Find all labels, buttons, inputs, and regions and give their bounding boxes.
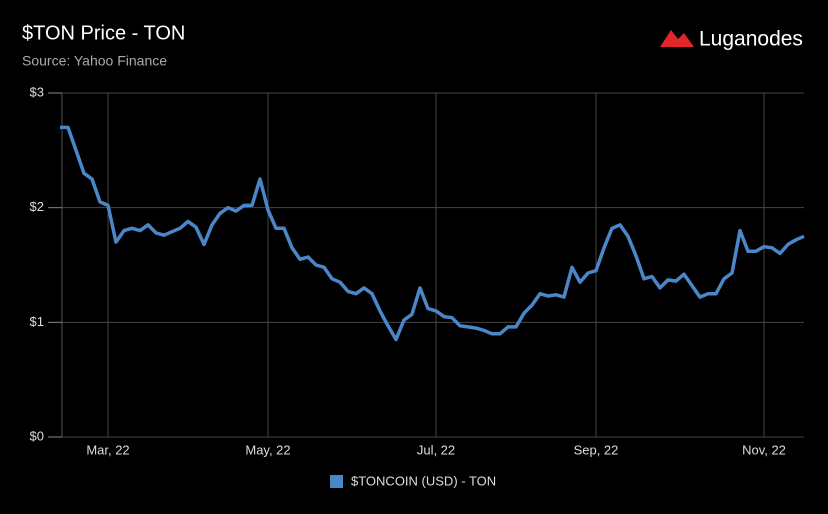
data-line — [60, 125, 805, 342]
y-tick-label: $2 — [30, 199, 44, 214]
x-tick-label: Nov, 22 — [742, 442, 786, 457]
logo-icon — [660, 30, 694, 47]
chart-subtitle: Source: Yahoo Finance — [22, 53, 167, 69]
chart-title: $TON Price - TON — [22, 22, 185, 44]
legend-label: $TONCOIN (USD) - TON — [351, 473, 496, 488]
y-tick-label: $0 — [30, 428, 44, 443]
legend-swatch — [330, 475, 343, 488]
x-tick-label: Sep, 22 — [574, 442, 619, 457]
x-tick-label: Jul, 22 — [417, 442, 455, 457]
y-tick-label: $1 — [30, 314, 44, 329]
y-tick-label: $3 — [30, 84, 44, 99]
x-tick-label: May, 22 — [245, 442, 290, 457]
logo: Luganodes — [660, 28, 803, 51]
x-tick-label: Mar, 22 — [86, 442, 129, 457]
logo-text: Luganodes — [699, 28, 803, 51]
